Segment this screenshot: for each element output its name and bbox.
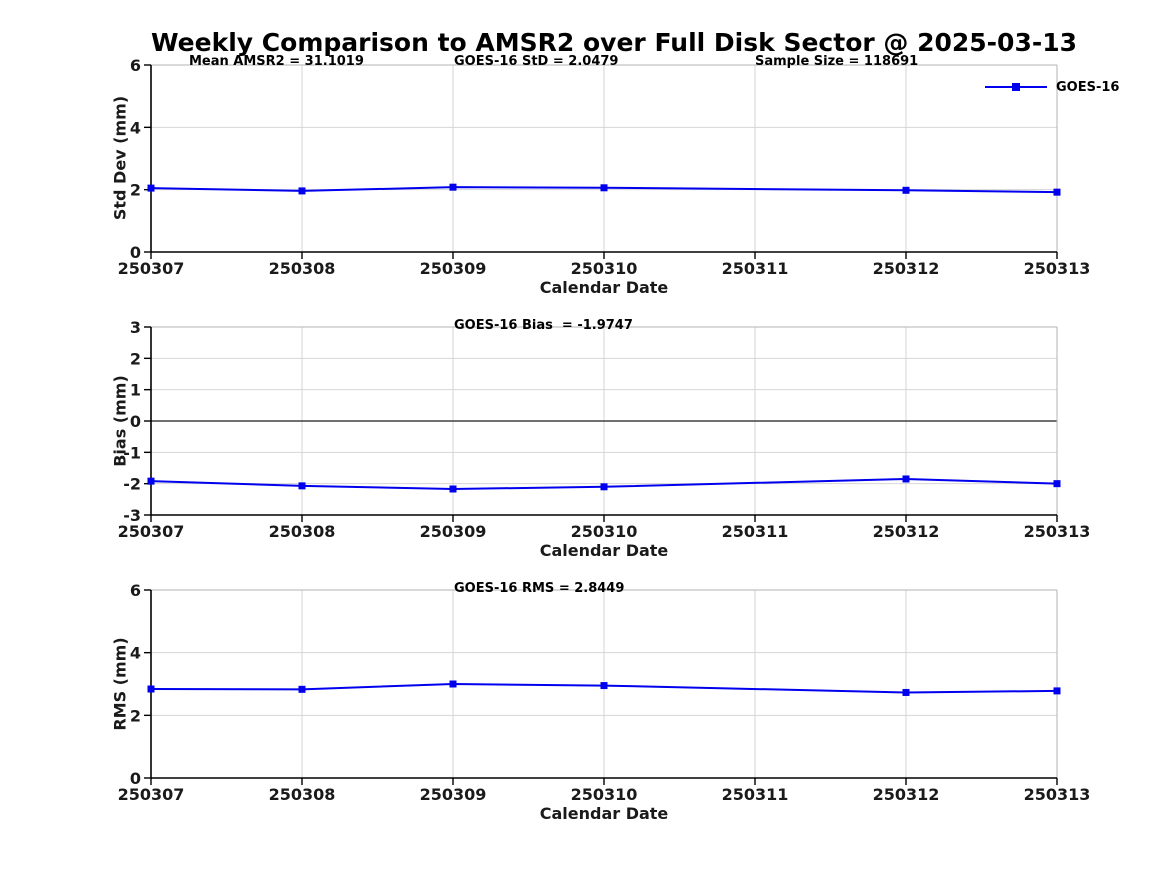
x-tick-label: 250308 bbox=[269, 522, 336, 541]
y-tick-label: -3 bbox=[123, 506, 141, 525]
data-marker-goes-16 bbox=[902, 688, 910, 696]
y-tick-label: 0 bbox=[130, 243, 141, 262]
data-marker-goes-16 bbox=[298, 482, 306, 490]
x-tick-label: 250307 bbox=[118, 785, 185, 804]
x-tick-label: 250308 bbox=[269, 785, 336, 804]
x-tick-label: 250311 bbox=[722, 259, 789, 278]
x-tick-label: 250309 bbox=[420, 785, 487, 804]
figure-title: Weekly Comparison to AMSR2 over Full Dis… bbox=[151, 28, 1078, 57]
legend: GOES-16 bbox=[985, 79, 1119, 95]
data-marker-goes-16 bbox=[298, 187, 306, 195]
legend-marker-icon bbox=[1012, 83, 1020, 91]
legend-line-sample bbox=[985, 83, 1047, 91]
y-axis-label-stddev: Std Dev (mm) bbox=[110, 95, 130, 221]
annotation-mean-amsr2: Mean AMSR2 = 31.1019 bbox=[189, 54, 364, 69]
legend-label: GOES-16 bbox=[1056, 79, 1120, 95]
data-line-goes-16 bbox=[150, 186, 1058, 194]
y-tick-label: 0 bbox=[130, 769, 141, 788]
y-axis-label-bias: Bias (mm) bbox=[110, 375, 130, 467]
x-axis-label-stddev: Calendar Date bbox=[539, 278, 669, 297]
annotation-goes16-std: GOES-16 StD = 2.0479 bbox=[454, 54, 619, 69]
x-tick-label: 250313 bbox=[1024, 785, 1091, 804]
y-axis-label-rms: RMS (mm) bbox=[110, 637, 130, 731]
data-marker-goes-16 bbox=[600, 184, 608, 192]
x-axis-label-bias: Calendar Date bbox=[539, 541, 669, 560]
x-tick-label: 250311 bbox=[722, 522, 789, 541]
data-marker-goes-16 bbox=[1053, 188, 1061, 196]
data-marker-goes-16 bbox=[147, 184, 155, 192]
data-marker-goes-16 bbox=[1053, 687, 1061, 695]
y-tick-label: 4 bbox=[130, 644, 141, 663]
data-marker-goes-16 bbox=[600, 682, 608, 690]
x-tick-label: 250313 bbox=[1024, 522, 1091, 541]
x-tick-label: 250311 bbox=[722, 785, 789, 804]
x-axis-label-rms: Calendar Date bbox=[539, 804, 669, 823]
data-marker-goes-16 bbox=[902, 186, 910, 194]
data-marker-goes-16 bbox=[449, 485, 457, 493]
data-marker-goes-16 bbox=[600, 483, 608, 491]
x-tick-label: 250312 bbox=[873, 522, 940, 541]
data-marker-goes-16 bbox=[147, 477, 155, 485]
data-marker-goes-16 bbox=[147, 685, 155, 693]
y-tick-label: 0 bbox=[130, 412, 141, 431]
x-tick-label: 250310 bbox=[571, 522, 638, 541]
y-tick-label: 2 bbox=[130, 706, 141, 725]
y-tick-label: 6 bbox=[130, 581, 141, 600]
data-marker-goes-16 bbox=[449, 680, 457, 688]
annotation-goes16-bias: GOES-16 Bias = -1.9747 bbox=[454, 318, 633, 333]
x-tick-label: 250313 bbox=[1024, 259, 1091, 278]
y-tick-label: 2 bbox=[130, 181, 141, 200]
x-tick-label: 250308 bbox=[269, 259, 336, 278]
data-marker-goes-16 bbox=[449, 183, 457, 191]
y-tick-label: 4 bbox=[130, 118, 141, 137]
y-tick-label: 2 bbox=[130, 349, 141, 368]
x-tick-label: 250307 bbox=[118, 522, 185, 541]
x-tick-label: 250309 bbox=[420, 259, 487, 278]
x-tick-label: 250312 bbox=[873, 785, 940, 804]
x-tick-label: 250307 bbox=[118, 259, 185, 278]
y-tick-label: 3 bbox=[130, 318, 141, 337]
x-tick-label: 250310 bbox=[571, 259, 638, 278]
annotation-sample-size: Sample Size = 118691 bbox=[755, 54, 919, 69]
x-tick-label: 250310 bbox=[571, 785, 638, 804]
data-marker-goes-16 bbox=[902, 475, 910, 483]
y-tick-label: -2 bbox=[123, 475, 141, 494]
annotation-goes16-rms: GOES-16 RMS = 2.8449 bbox=[454, 581, 625, 596]
x-tick-label: 250309 bbox=[420, 522, 487, 541]
data-marker-goes-16 bbox=[298, 685, 306, 693]
data-line-goes-16 bbox=[150, 682, 1058, 694]
data-marker-goes-16 bbox=[1053, 480, 1061, 488]
y-tick-label: 1 bbox=[130, 381, 141, 400]
data-line-goes-16 bbox=[150, 477, 1058, 490]
y-tick-label: 6 bbox=[130, 56, 141, 75]
y-tick-label: -1 bbox=[123, 443, 141, 462]
x-tick-label: 250312 bbox=[873, 259, 940, 278]
